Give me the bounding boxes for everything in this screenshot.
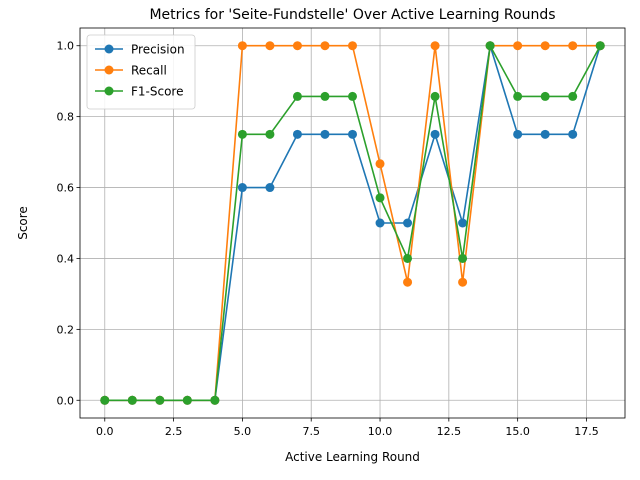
data-point-recall xyxy=(568,41,578,51)
data-point-precision xyxy=(540,129,550,139)
data-point-f1-score xyxy=(540,91,550,101)
data-point-recall xyxy=(237,41,247,51)
data-point-precision xyxy=(513,129,523,139)
x-tick-label: 0.0 xyxy=(96,425,114,438)
chart-title: Metrics for 'Seite-Fundstelle' Over Acti… xyxy=(149,7,555,23)
y-tick-label: 0.0 xyxy=(57,394,75,407)
data-point-recall xyxy=(265,41,275,51)
series-f1-score xyxy=(100,41,605,405)
x-axis-label: Active Learning Round xyxy=(285,450,420,464)
data-point-f1-score xyxy=(127,395,137,405)
x-tick-label: 15.0 xyxy=(505,425,530,438)
data-point-f1-score xyxy=(320,91,330,101)
data-point-recall xyxy=(403,277,413,287)
x-tick-label: 5.0 xyxy=(234,425,252,438)
data-point-recall xyxy=(375,159,385,169)
data-point-precision xyxy=(265,183,275,193)
data-point-precision xyxy=(292,129,302,139)
legend-marker-recall xyxy=(104,65,114,75)
x-tick-label: 2.5 xyxy=(165,425,183,438)
y-tick-label: 0.4 xyxy=(57,252,75,265)
legend-label-precision: Precision xyxy=(131,43,185,57)
data-point-f1-score xyxy=(485,41,495,51)
legend: Precision Recall F1-Score xyxy=(86,34,196,110)
data-point-f1-score xyxy=(513,91,523,101)
data-point-f1-score xyxy=(265,129,275,139)
data-point-f1-score xyxy=(403,253,413,263)
data-point-precision xyxy=(458,218,468,228)
y-tick-label: 1.0 xyxy=(57,40,75,53)
y-tick-label: 0.6 xyxy=(57,182,75,195)
data-point-f1-score xyxy=(568,91,578,101)
series-layer xyxy=(100,41,605,405)
plot-frame xyxy=(79,27,626,419)
data-point-precision xyxy=(403,218,413,228)
x-tick-label: 10.0 xyxy=(368,425,393,438)
x-axis: 0.0 2.5 5.0 7.5 10.0 12.5 15.0 17.5 xyxy=(96,418,599,438)
data-point-f1-score xyxy=(210,395,220,405)
y-axis-label: Score xyxy=(16,206,30,240)
data-point-f1-score xyxy=(100,395,110,405)
data-point-f1-score xyxy=(155,395,165,405)
data-point-recall xyxy=(430,41,440,51)
data-point-f1-score xyxy=(595,41,605,51)
data-point-recall xyxy=(540,41,550,51)
y-tick-label: 0.2 xyxy=(57,323,75,336)
legend-label-recall: Recall xyxy=(131,64,167,78)
data-point-precision xyxy=(430,129,440,139)
data-point-recall xyxy=(320,41,330,51)
legend-label-f1-score: F1-Score xyxy=(131,85,183,99)
data-point-f1-score xyxy=(237,129,247,139)
data-point-precision xyxy=(375,218,385,228)
x-tick-label: 17.5 xyxy=(574,425,599,438)
data-point-precision xyxy=(320,129,330,139)
data-point-recall xyxy=(292,41,302,51)
x-tick-label: 7.5 xyxy=(302,425,320,438)
legend-marker-f1-score xyxy=(104,86,114,96)
data-point-recall xyxy=(458,277,468,287)
y-axis: 0.0 0.2 0.4 0.6 0.8 1.0 xyxy=(57,40,80,407)
data-point-precision xyxy=(568,129,578,139)
data-point-f1-score xyxy=(458,253,468,263)
data-point-f1-score xyxy=(430,91,440,101)
data-point-f1-score xyxy=(292,91,302,101)
data-point-precision xyxy=(237,183,247,193)
data-point-f1-score xyxy=(182,395,192,405)
data-point-precision xyxy=(348,129,357,139)
legend-marker-precision xyxy=(104,44,114,54)
data-point-f1-score xyxy=(348,91,357,101)
data-point-recall xyxy=(513,41,523,51)
data-point-recall xyxy=(348,41,357,51)
x-tick-label: 12.5 xyxy=(437,425,462,438)
data-point-f1-score xyxy=(375,193,385,203)
y-tick-label: 0.8 xyxy=(57,111,75,124)
